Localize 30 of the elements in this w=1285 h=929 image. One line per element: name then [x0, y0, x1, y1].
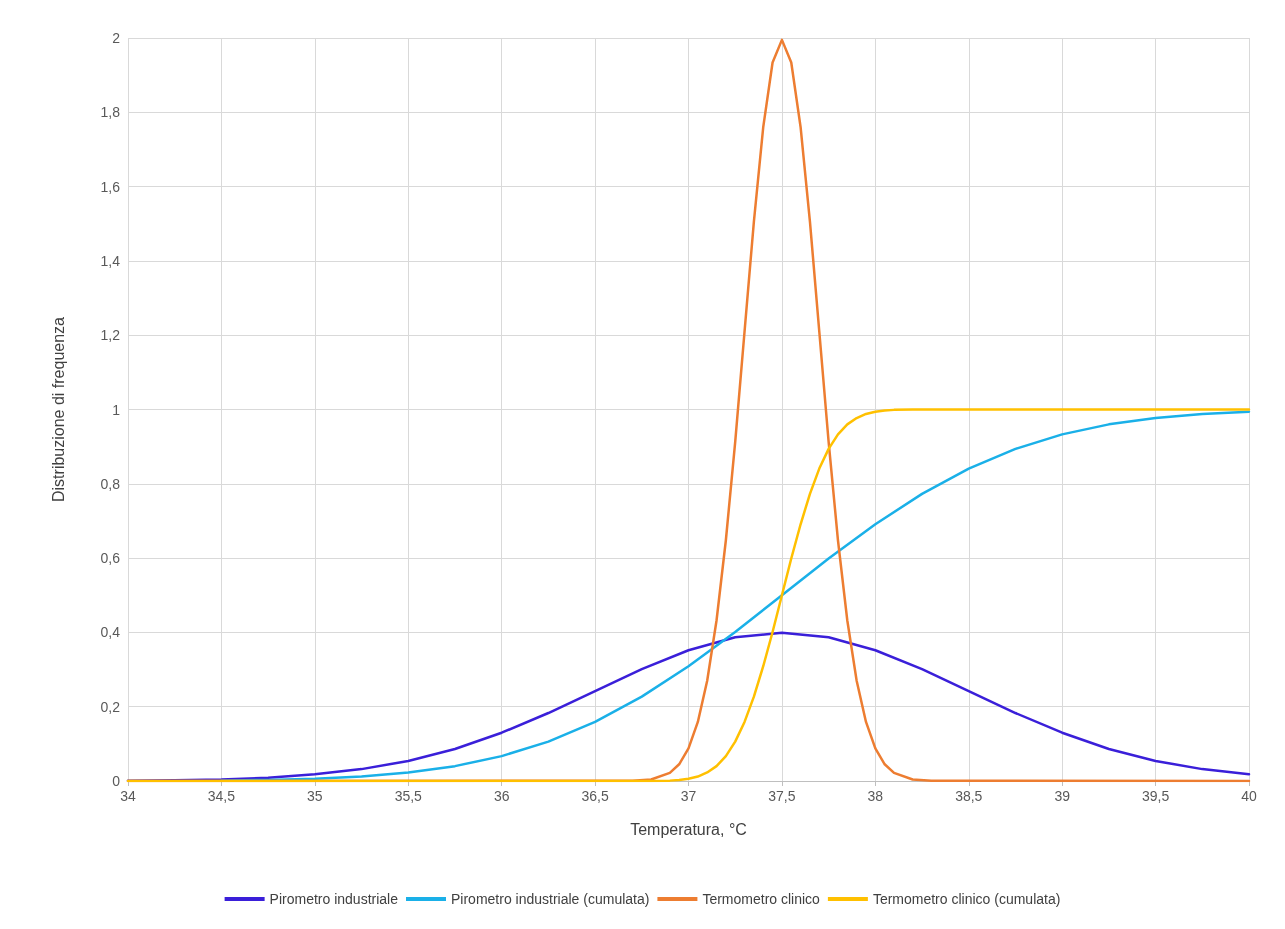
- x-tick-label: 37: [680, 788, 697, 804]
- legend-label: Pirometro industriale: [269, 891, 399, 907]
- x-tick-label: 39,5: [1141, 788, 1170, 804]
- legend-label: Termometro clinico: [702, 891, 821, 907]
- legend-label: Termometro clinico (cumulata): [872, 891, 1061, 907]
- legend-label: Pirometro industriale (cumulata): [451, 891, 650, 907]
- y-tick-label: 2: [112, 30, 121, 46]
- y-tick-label: 0: [112, 773, 121, 789]
- x-axis-title: Temperatura, °C: [630, 820, 747, 838]
- y-tick-label: 0,2: [100, 698, 121, 715]
- x-tick-label: 34: [120, 788, 136, 804]
- x-tick-label: 36: [493, 788, 510, 804]
- y-tick-label: 0,4: [100, 624, 121, 641]
- x-tick-label: 34,5: [207, 788, 236, 804]
- y-tick-label: 1,8: [100, 104, 121, 121]
- y-axis-title: Distribuzione di frequenza: [49, 316, 67, 502]
- x-tick-label: 38,5: [955, 788, 983, 804]
- x-tick-label: 36,5: [581, 788, 609, 804]
- y-tick-label: 1,2: [100, 327, 121, 344]
- x-tick-label: 38: [867, 788, 884, 804]
- y-tick-label: 1,6: [100, 178, 121, 195]
- x-tick-label: 39: [1054, 788, 1071, 804]
- x-tick-label: 35: [307, 788, 323, 804]
- y-tick-label: 0,6: [100, 550, 121, 567]
- x-tick-label: 40: [1241, 788, 1257, 804]
- x-tick-label: 37,5: [768, 788, 796, 804]
- y-tick-label: 0,8: [100, 475, 121, 492]
- y-tick-label: 1,4: [100, 252, 121, 269]
- x-tick-label: 35,5: [394, 788, 423, 804]
- y-tick-label: 1: [112, 401, 121, 418]
